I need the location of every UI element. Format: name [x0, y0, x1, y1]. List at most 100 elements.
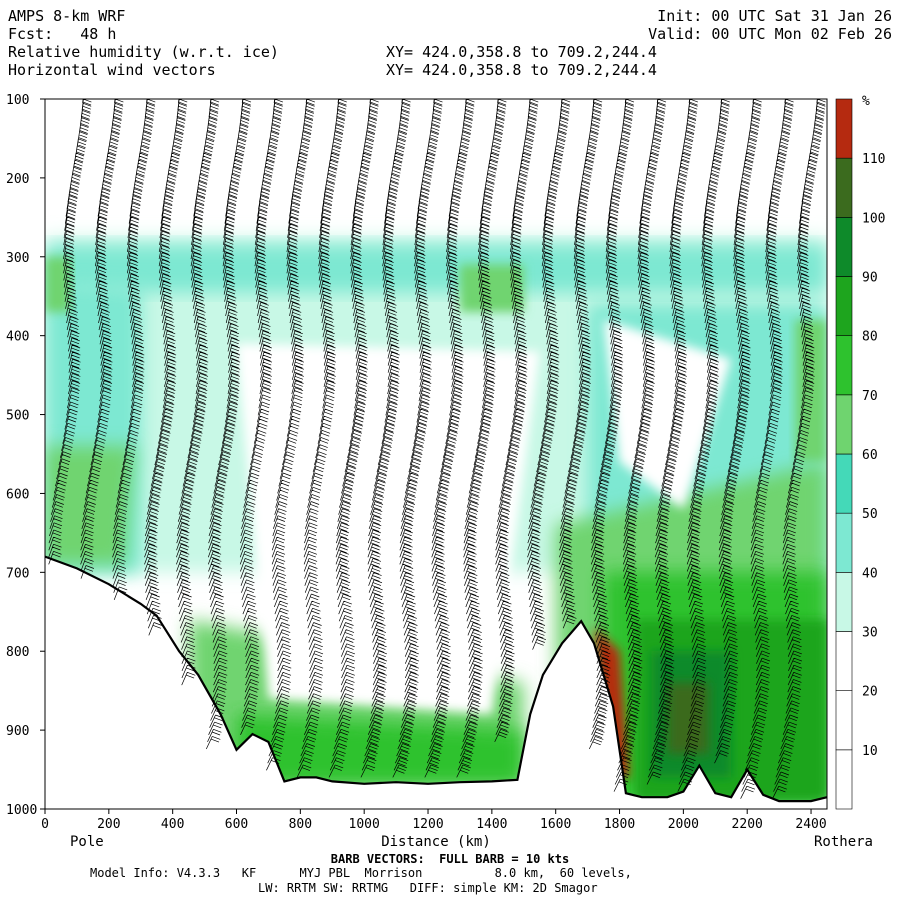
y-tick-label: 600 — [6, 487, 29, 502]
barb-note: BARB VECTORS: FULL BARB = 10 kts — [330, 852, 570, 866]
y-tick-label: 400 — [6, 330, 29, 345]
colorbar-unit: % — [862, 94, 870, 109]
terrain-mask — [44, 555, 828, 809]
wind-barb-column — [176, 99, 220, 686]
wind-barb-column — [527, 99, 571, 650]
colorbar-label: 40 — [862, 566, 878, 581]
wind-barb-column — [205, 99, 252, 750]
wind-barb-shafts — [48, 99, 92, 565]
y-tick-label: 900 — [6, 724, 29, 739]
rh-region — [459, 264, 524, 312]
y-axis: 100 200 300 400 500 600 700 800 900 1000 — [6, 93, 45, 818]
header-init: Init: 00 UTC Sat 31 Jan 26 — [657, 7, 892, 25]
header-title: AMPS 8-km WRF — [8, 7, 126, 25]
x-tick-label: 0 — [41, 817, 49, 832]
x-tick-label: 1800 — [604, 817, 635, 832]
header-xy-2: XY= 424.0,358.8 to 709.2,244.4 — [386, 61, 657, 79]
colorbar-swatch — [835, 276, 853, 336]
wind-barb-column — [239, 99, 284, 735]
colorbar-label: 20 — [862, 685, 878, 700]
x-tick-label: 800 — [289, 817, 312, 832]
wind-barb-column — [328, 99, 380, 778]
wind-barb-shafts — [239, 99, 284, 735]
y-tick-label: 1000 — [6, 803, 37, 818]
wind-barb-column — [494, 99, 539, 743]
wind-barb-column — [559, 99, 603, 629]
wind-barb-shafts — [392, 99, 443, 778]
colorbar-label: 70 — [862, 389, 878, 404]
wind-barb-column — [456, 99, 507, 778]
wind-barb-column — [646, 99, 699, 785]
colorbar-swatch — [835, 631, 853, 691]
wind-barb-shafts — [296, 99, 348, 778]
header-field-1: Relative humidity (w.r.t. ice) — [8, 43, 279, 61]
header-forecast: Fcst: 48 h — [8, 25, 117, 43]
wind-barb-shafts — [424, 99, 475, 778]
wind-barb-column — [677, 99, 731, 792]
wind-barb-shafts — [144, 99, 188, 636]
colorbar-label: 90 — [862, 271, 878, 286]
wind-barb-column — [296, 99, 348, 778]
wind-barb-shafts — [677, 99, 731, 792]
wind-barb-column — [772, 99, 826, 799]
x-tick-label: 400 — [161, 817, 184, 832]
wind-barb-shafts — [360, 99, 412, 778]
wind-barb-column — [740, 99, 795, 799]
x-tick-label: 1600 — [540, 817, 571, 832]
x-axis-label: Distance (km) — [381, 834, 491, 850]
y-tick-label: 200 — [6, 172, 29, 187]
x-tick-label: 1000 — [349, 817, 380, 832]
wind-barb-shafts — [80, 99, 124, 579]
wind-barb-column — [360, 99, 412, 778]
wind-barb-column — [48, 99, 92, 565]
colorbar-swatch — [835, 512, 853, 573]
colorbar-label: 30 — [862, 626, 878, 641]
x-tick-label: 600 — [225, 817, 248, 832]
wind-barb-shafts — [527, 99, 571, 650]
wind-barb-column — [80, 99, 124, 579]
wind-barb-shafts — [112, 99, 156, 601]
wind-barb-column — [714, 99, 763, 764]
x-right-label: Rothera — [814, 834, 873, 850]
wind-barb-shafts — [740, 99, 795, 799]
wind-barb-shafts — [456, 99, 507, 778]
colorbar-swatch — [835, 690, 853, 751]
x-tick-label: 200 — [97, 817, 120, 832]
x-tick-label: 1400 — [476, 817, 507, 832]
colorbar-swatch — [835, 453, 853, 514]
wind-barb-column — [588, 99, 635, 750]
colorbar-swatch — [835, 394, 853, 455]
colorbar-swatch — [835, 572, 853, 632]
model-info: Model Info: V4.3.3 KF MYJ PBL Morrison 8… — [90, 866, 632, 880]
colorbar-swatch — [835, 217, 853, 277]
wind-barb-column — [613, 99, 667, 792]
wind-barb-shafts — [494, 99, 539, 743]
wind-barb-shafts — [176, 99, 220, 686]
x-tick-label: 2400 — [795, 817, 826, 832]
terrain-line — [44, 555, 828, 803]
wind-barb-shafts — [205, 99, 252, 750]
y-tick-label: 500 — [6, 409, 29, 424]
rh-region — [236, 343, 540, 715]
y-tick-label: 100 — [6, 93, 29, 108]
header-valid: Valid: 00 UTC Mon 02 Feb 26 — [648, 25, 892, 43]
rh-field — [45, 237, 827, 802]
x-axis: 0 200 400 600 800 1000 1200 1400 1600 1800 2000 220… — [41, 809, 827, 832]
wind-barb-shafts — [646, 99, 699, 785]
colorbar-swatch — [835, 98, 853, 159]
wind-barb-shafts — [588, 99, 635, 750]
physics-info: LW: RRTM SW: RRTMG DIFF: simple KM: 2D S… — [258, 881, 598, 895]
wind-barb-column — [266, 99, 316, 771]
x-left-label: Pole — [70, 834, 104, 850]
rh-region — [45, 244, 827, 293]
wind-barbs — [48, 99, 826, 799]
wind-barb-column — [392, 99, 443, 778]
colorbar-label: 50 — [862, 507, 878, 522]
colorbar-swatch — [835, 157, 853, 218]
wind-barb-shafts — [714, 99, 763, 764]
wind-barb-column — [112, 99, 156, 601]
colorbar-swatch — [835, 335, 853, 396]
wind-barb-shafts — [328, 99, 380, 778]
y-tick-label: 700 — [6, 566, 29, 581]
